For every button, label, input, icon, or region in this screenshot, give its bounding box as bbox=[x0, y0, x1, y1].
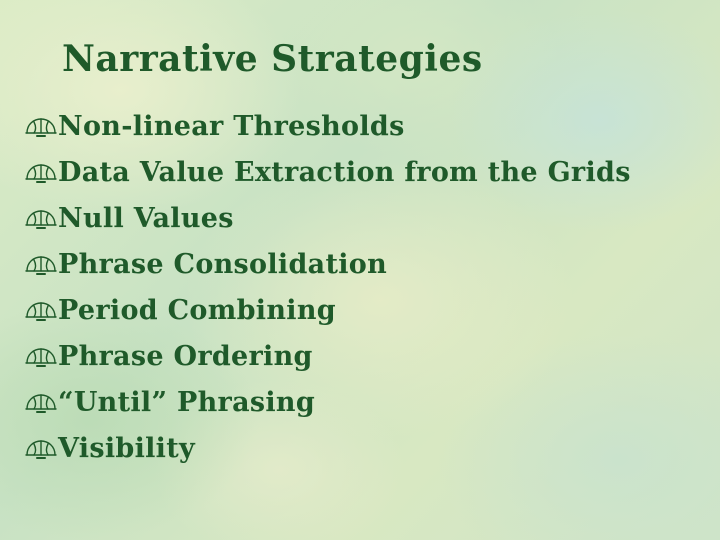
bullet-item: Phrase Ordering bbox=[24, 334, 631, 380]
fleur-de-lis-icon bbox=[25, 164, 57, 183]
bullet-item: “Until” Phrasing bbox=[24, 380, 631, 426]
fleur-de-lis-icon bbox=[25, 118, 57, 137]
bullet-list: Non-linear Thresholds Data Value Extract… bbox=[24, 104, 631, 472]
bullet-text: Phrase Consolidation bbox=[58, 249, 388, 280]
fleur-de-lis-icon bbox=[25, 440, 57, 459]
bullet-text: Null Values bbox=[58, 203, 234, 234]
fleur-de-lis-icon bbox=[25, 394, 57, 413]
fleur-de-lis-icon bbox=[25, 302, 57, 321]
bullet-text: Non-linear Thresholds bbox=[58, 111, 405, 142]
fleur-de-lis-icon bbox=[25, 348, 57, 367]
bullet-item: Non-linear Thresholds bbox=[24, 104, 631, 150]
bullet-item: Period Combining bbox=[24, 288, 631, 334]
bullet-text: “Until” Phrasing bbox=[58, 387, 316, 418]
slide-title: Narrative Strategies bbox=[62, 38, 483, 80]
bullet-item: Null Values bbox=[24, 196, 631, 242]
bullet-text: Data Value Extraction from the Grids bbox=[58, 157, 631, 188]
fleur-de-lis-icon bbox=[25, 210, 57, 229]
bullet-item: Data Value Extraction from the Grids bbox=[24, 150, 631, 196]
bullet-item: Visibility bbox=[24, 426, 631, 472]
bullet-item: Phrase Consolidation bbox=[24, 242, 631, 288]
fleur-de-lis-icon bbox=[25, 256, 57, 275]
bullet-text: Phrase Ordering bbox=[58, 341, 313, 372]
bullet-text: Period Combining bbox=[58, 295, 336, 326]
bullet-text: Visibility bbox=[58, 433, 195, 464]
